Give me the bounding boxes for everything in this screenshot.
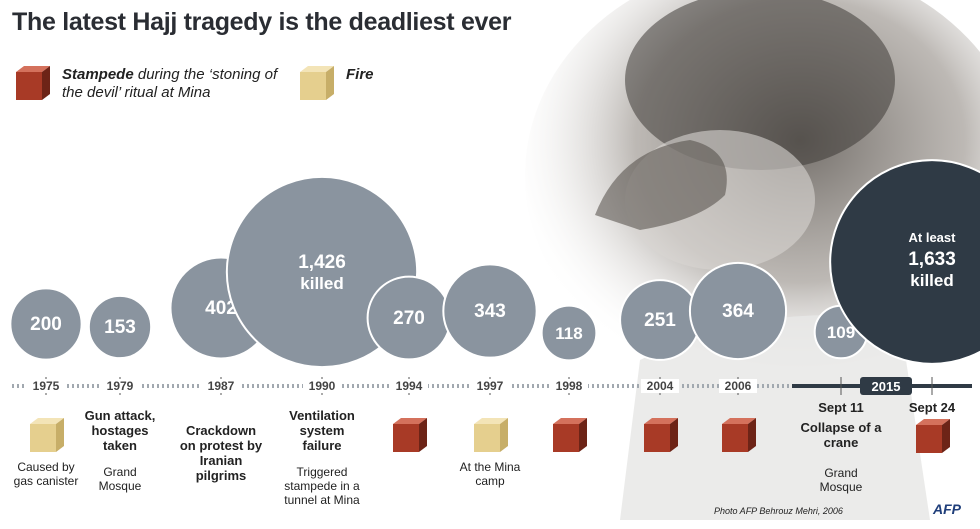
year-label-bg [719,379,757,393]
bubble-1979 [87,294,153,360]
stampede-cube-icon [393,418,427,452]
bubble-value-label: 251 [644,310,676,331]
bubble-value-label: 1,633 [908,249,956,270]
stampede-cube-icon [553,418,587,452]
year-label: 1994 [396,379,423,393]
photo-credit: Photo AFP Behrouz Mehri, 2006 [714,506,843,516]
year-label-bg [27,379,65,393]
bubble-value-label: 109 [827,323,855,342]
year-label-bg [641,379,679,393]
stampede-cube-icon [916,419,950,453]
fire-cube-icon [30,418,64,452]
bubble-2006 [688,261,788,361]
agency-logo: AFP [933,501,961,517]
fire-cube-icon [474,418,508,452]
chart-title: The latest Hajj tragedy is the deadliest… [12,8,512,36]
year-label: 1979 [107,379,134,393]
event-date: Sept 24 [908,400,956,415]
year-label-bg [303,379,341,393]
event-headline: Crackdown on protest by Iranian pilgrims [179,423,263,483]
year-label: 2015 [872,379,901,394]
year-label-bg [550,379,588,393]
bubble-value-label: 343 [474,301,506,322]
event-description: At the Mina camp [459,460,521,488]
bubble-value-label: 402 [205,298,237,319]
event-headline: Collapse of a crane [800,420,882,450]
stampede-cube-icon [644,418,678,452]
stampede-cube-icon [722,418,756,452]
bubble-suffix-label: killed [910,271,953,290]
bubble-value-label: 200 [30,314,62,335]
bubble-value-label: 1,426 [298,252,346,273]
bubble-1975 [9,287,83,361]
bubble-1998 [540,304,598,362]
bubble-2015-sept-24 [829,159,980,365]
event-description: Grand Mosque [98,465,142,493]
year-label-bg [202,379,240,393]
year-label: 2006 [725,379,752,393]
legend-fire-label: Fire [346,66,374,83]
bubble-suffix-label: killed [300,274,343,293]
year-label: 1990 [309,379,336,393]
year-badge-2015 [860,377,912,395]
event-description: Triggered stampede in a tunnel at Mina [284,465,360,507]
year-label: 1998 [556,379,583,393]
year-label-bg [390,379,428,393]
bubble-value-label: 270 [393,308,425,329]
event-date: Sept 11 [818,400,864,415]
year-label: 1997 [477,379,504,393]
tick-layer: 1975 1979 1987 1990 1994 1997 1998 2004 2006 2015 [27,377,933,395]
year-label: 1987 [208,379,235,393]
year-label: 1975 [33,379,60,393]
event-description: Caused by gas canister [13,460,79,488]
year-label-bg [471,379,509,393]
event-headline: Gun attack, hostages taken [84,408,156,453]
legend-stampede-cube-icon [16,66,50,100]
event-headline: Ventilation system failure [289,408,355,453]
year-label-bg [101,379,139,393]
legend-fire-cube-icon [300,66,334,100]
bubble-value-label: 153 [104,317,136,338]
year-label: 2004 [647,379,674,393]
bubble-value-label: 118 [555,324,582,343]
event-description: Grand Mosque [819,466,863,494]
bubble-prefix-label: At least [909,230,957,245]
bubble-1997 [442,263,538,359]
bubble-value-label: 364 [722,301,754,322]
legend-stampede-label: Stampede during the ‘stoning of the devi… [62,66,278,101]
